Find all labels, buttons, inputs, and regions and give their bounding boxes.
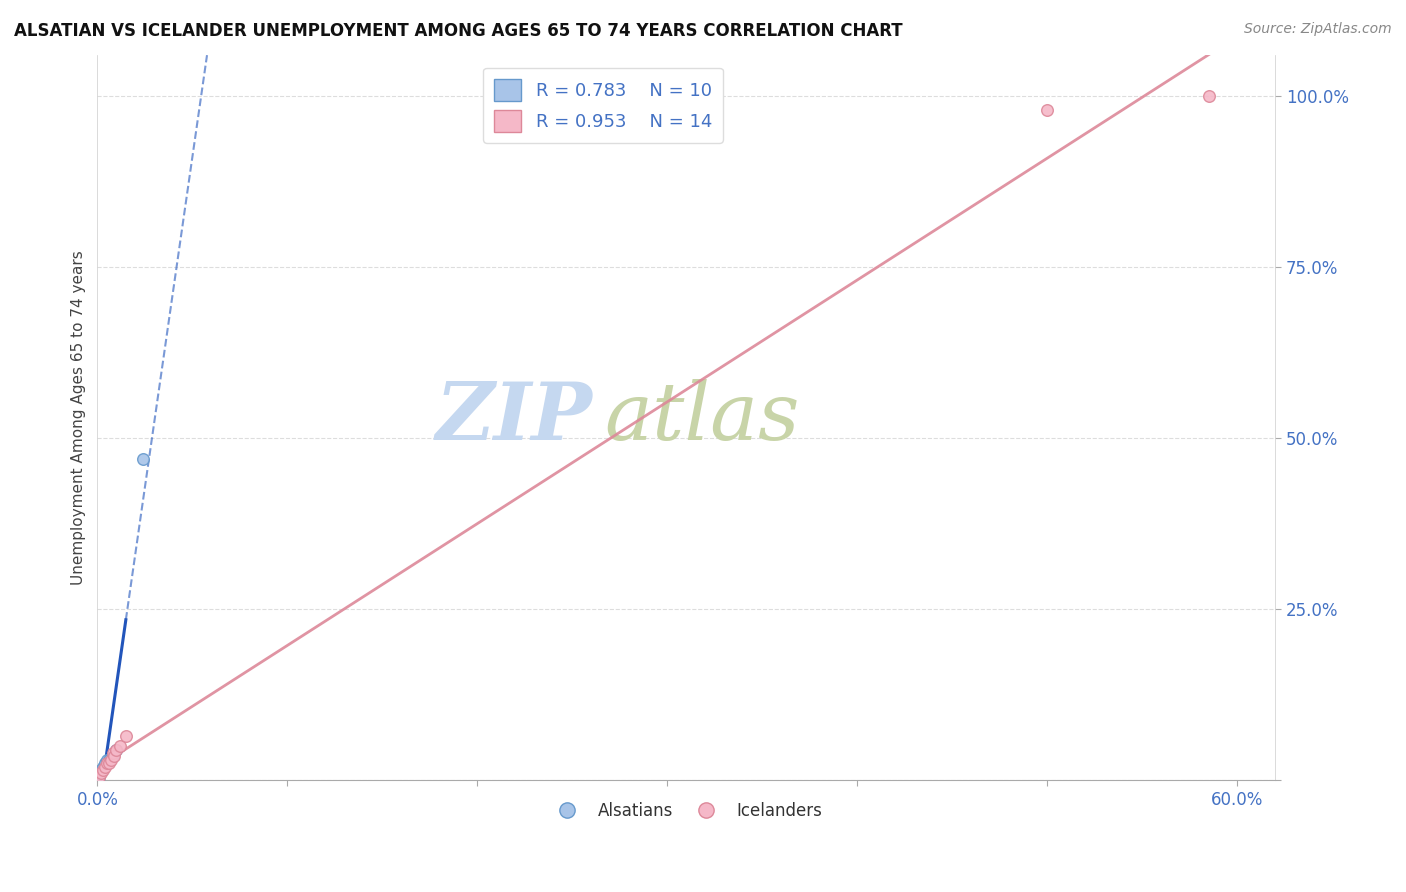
Point (108, 739, 131, 753)
Y-axis label: Unemployment Among Ages 65 to 74 years: Unemployment Among Ages 65 to 74 years (72, 251, 86, 585)
Point (103, 749, 125, 764)
Point (105, 742, 128, 756)
Point (97, 756, 120, 771)
Text: ALSATIAN VS ICELANDER UNEMPLOYMENT AMONG AGES 65 TO 74 YEARS CORRELATION CHART: ALSATIAN VS ICELANDER UNEMPLOYMENT AMONG… (14, 22, 903, 40)
Point (90, 763, 112, 777)
Point (101, 749, 124, 764)
Text: Source: ZipAtlas.com: Source: ZipAtlas.com (1244, 22, 1392, 37)
Point (96, 753, 118, 767)
Point (105, 742, 128, 756)
Text: ZIP: ZIP (436, 379, 592, 457)
Point (132, 451, 155, 466)
Point (89, 766, 111, 780)
Point (100, 753, 122, 767)
Point (94, 759, 117, 773)
Point (97, 753, 120, 767)
Point (91, 763, 114, 777)
Point (89, 770, 111, 784)
Legend: Alsatians, Icelanders: Alsatians, Icelanders (544, 795, 828, 826)
Text: atlas: atlas (605, 379, 799, 457)
Point (90, 766, 112, 780)
Point (91, 759, 114, 773)
Point (94, 756, 117, 771)
Point (115, 729, 138, 743)
Point (101, 746, 124, 760)
Point (96, 756, 118, 771)
Point (89, 770, 111, 784)
Point (1198, 89, 1220, 103)
Point (1036, 103, 1059, 117)
